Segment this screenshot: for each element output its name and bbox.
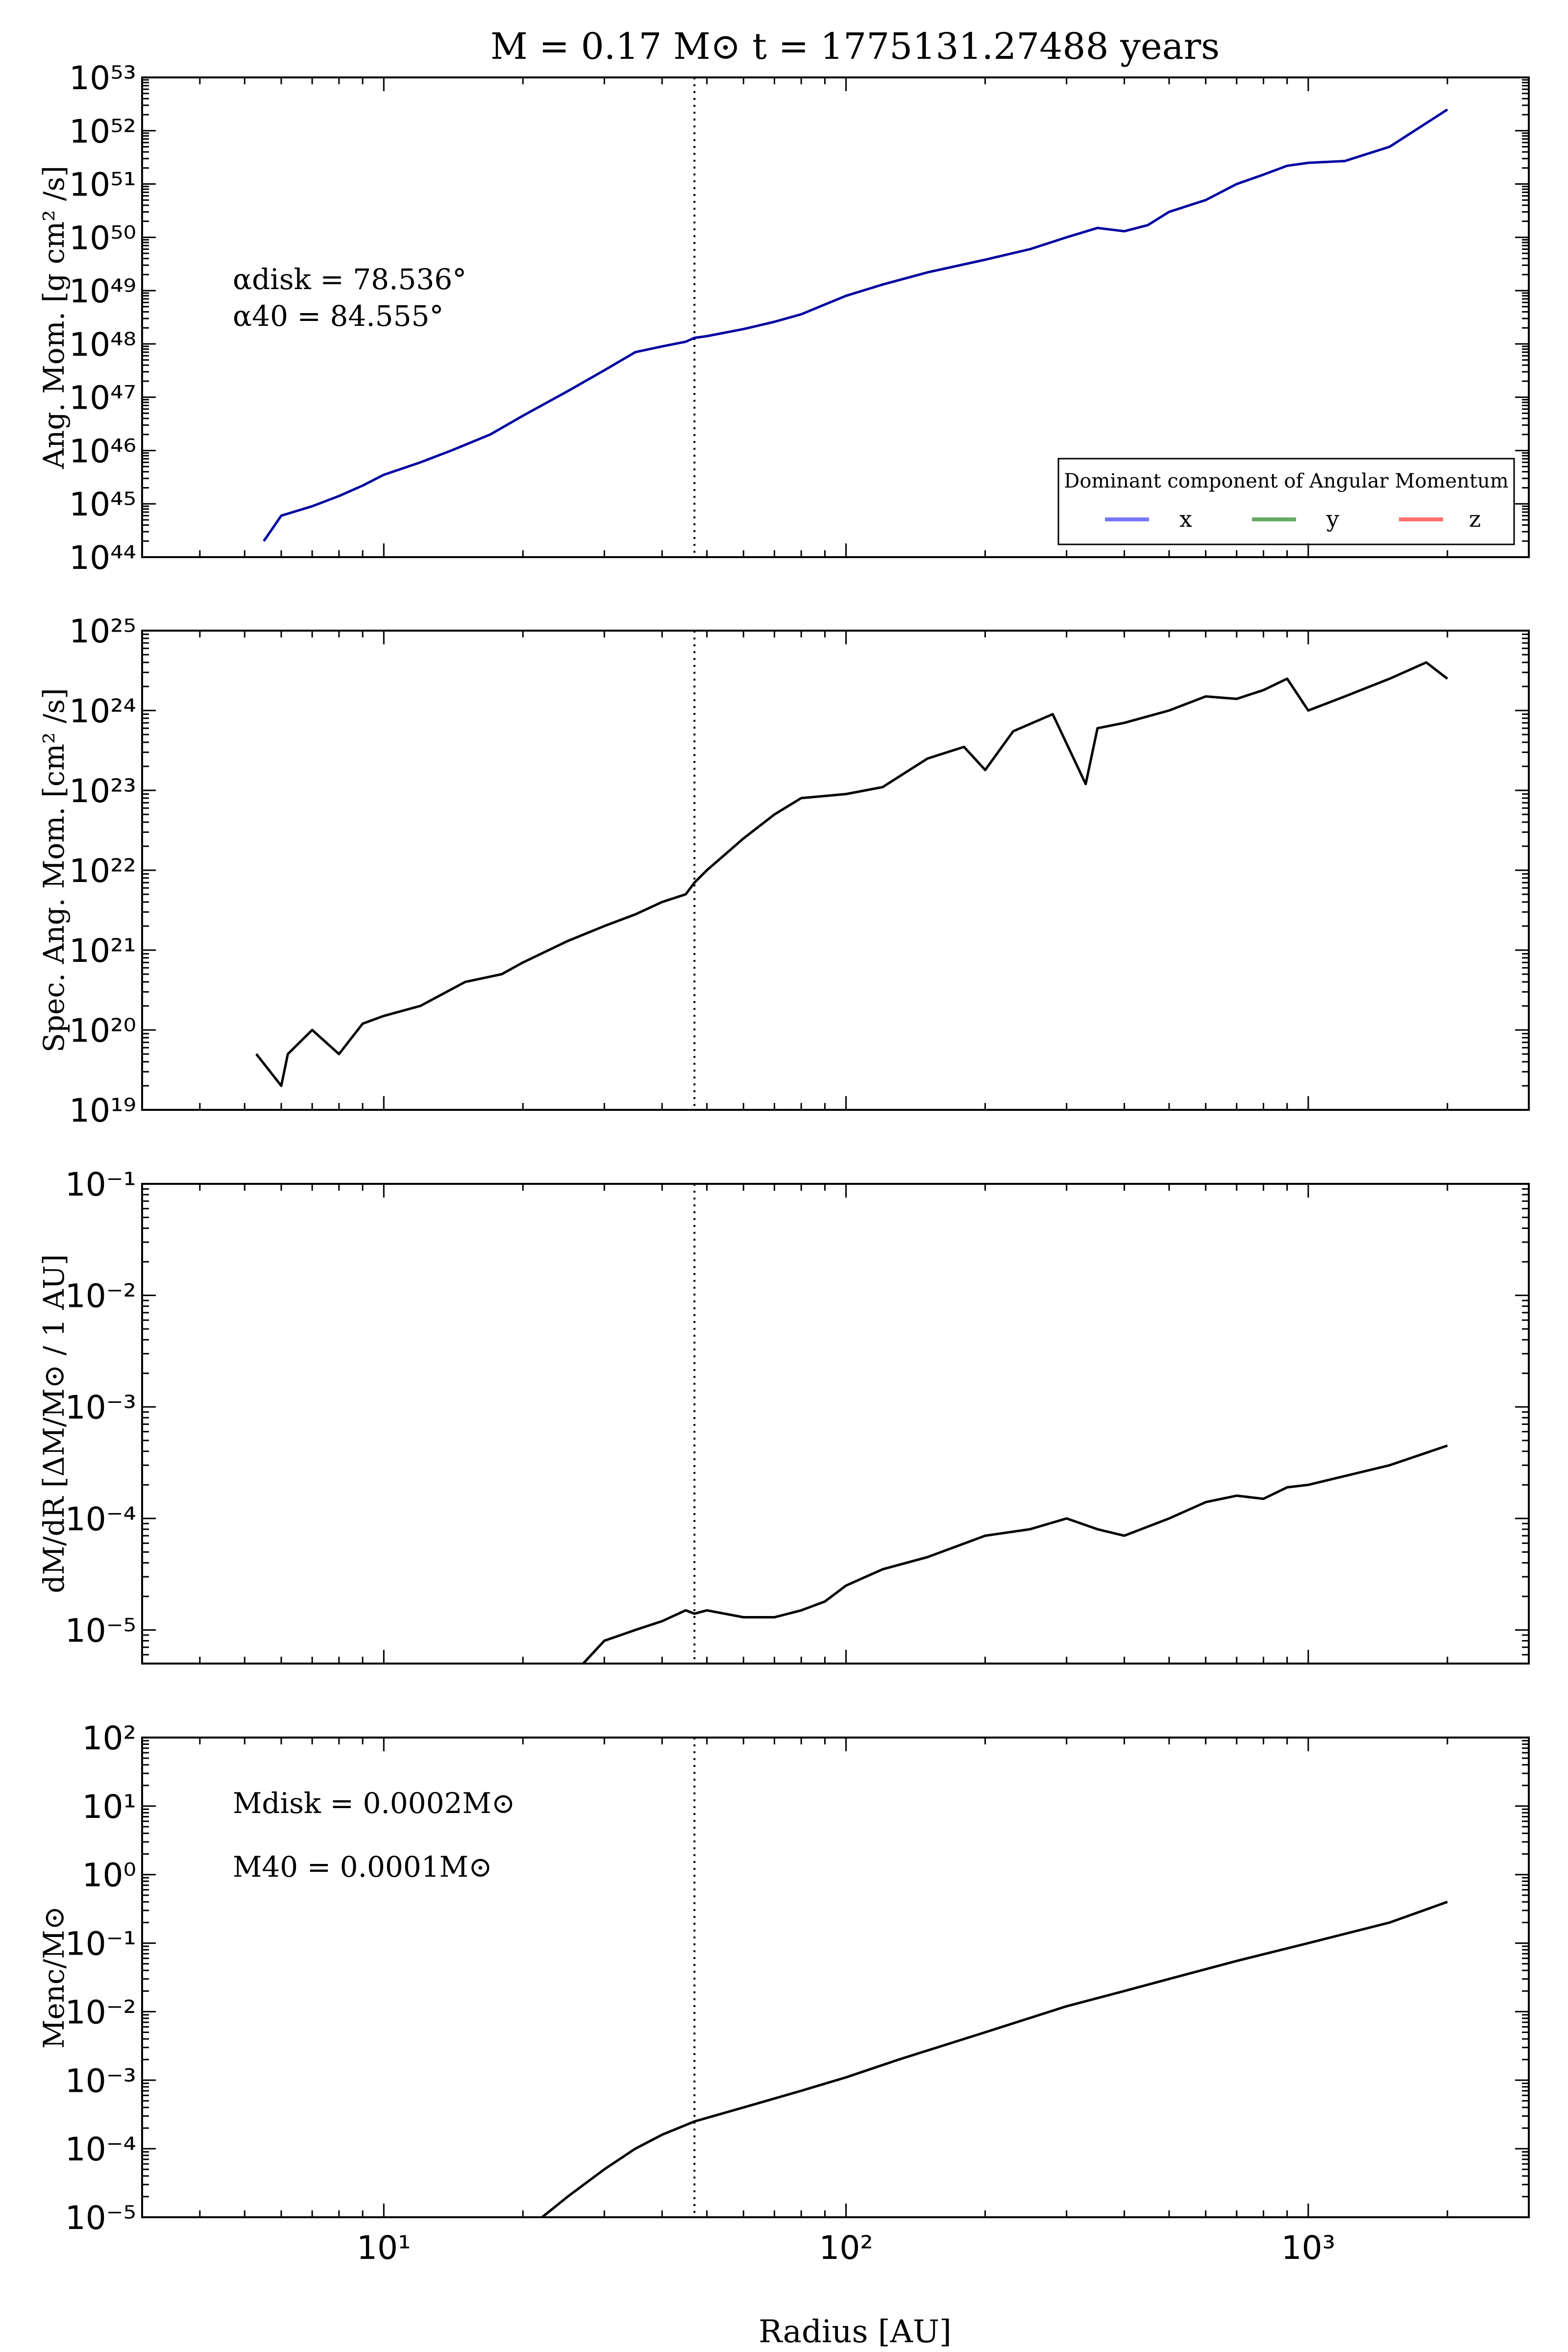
y-tick-label: 10⁰ — [82, 1857, 136, 1894]
y-tick-label: 10⁴⁶ — [69, 432, 136, 470]
annotation-alpha-40: α40 = 84.555° — [233, 299, 443, 333]
y-tick-label: 10⁴⁴ — [69, 539, 136, 577]
legend-label-z: z — [1469, 506, 1481, 532]
y-tick-label: 10¹ — [82, 1788, 136, 1826]
series-line-dm-dr — [582, 1444, 1448, 1665]
y-tick-label: 10⁵⁰ — [69, 219, 136, 257]
axes-frame-angular-momentum — [141, 76, 1530, 558]
panel-angular-momentum: αdisk = 78.536° α40 = 84.555° Dominant c… — [37, 59, 1530, 577]
y-tick-label: 10²⁵ — [69, 612, 136, 650]
y-tick-label: 10²⁴ — [69, 692, 136, 730]
x-tick-label: 10³ — [1281, 2229, 1335, 2267]
y-tick-label: 10⁴⁸ — [69, 326, 136, 364]
series-line-spec-angular-momentum — [255, 661, 1448, 1087]
figure-title: M = 0.17 M⊙ t = 1775131.27488 years — [490, 25, 1220, 68]
y-tick-label: 10²⁰ — [69, 1012, 136, 1050]
y-tick-label: 10¹⁹ — [69, 1092, 136, 1129]
panel-specific-angular-momentum: 10¹⁹ 10²⁰ 10²¹ 10²² 10²³ 10²⁴ 10²⁵ Spec. Ang. M… — [37, 612, 1530, 1129]
y-tick-label: 10⁵³ — [69, 59, 136, 97]
y-tick-label: 10⁴⁹ — [69, 272, 136, 310]
y-tick-label: 10²¹ — [69, 932, 136, 970]
y-tick-label: 10⁴⁵ — [69, 486, 136, 523]
y-axis-label-angular-momentum: Ang. Mom. [g cm² /s] — [37, 166, 71, 469]
y-tick-label: 10²³ — [69, 772, 136, 810]
y-tick-label: 10² — [82, 1719, 136, 1757]
legend: Dominant component of Angular Momentum x… — [1057, 458, 1515, 545]
y-tick-label: 10⁻⁴ — [65, 2131, 136, 2168]
y-tick-label: 10⁻¹ — [65, 1166, 136, 1203]
x-tick-label: 10¹ — [357, 2229, 411, 2267]
panel-dm-dr: 10⁻⁵ 10⁻⁴ 10⁻³ 10⁻² 10⁻¹ dM/dR [ΔM/M⊙ / 1 AU] — [37, 1166, 1530, 1665]
y-axis-label-dm-dr: dM/dR [ΔM/M⊙ / 1 AU] — [37, 1254, 71, 1593]
y-tick-label: 10⁻³ — [65, 1389, 136, 1426]
y-tick-label: 10⁵¹ — [69, 166, 136, 204]
series-line-enclosed-mass — [541, 1901, 1448, 2218]
legend-label-x: x — [1179, 506, 1192, 532]
y-tick-label: 10⁻⁵ — [65, 1612, 136, 1649]
annotation-alpha-disk: αdisk = 78.536° — [233, 263, 466, 296]
legend-box — [1057, 458, 1515, 545]
x-tick-label: 10² — [819, 2229, 873, 2267]
y-tick-label: 10⁴⁷ — [69, 379, 136, 417]
y-tick-label: 10⁵² — [69, 113, 136, 150]
y-tick-label: 10⁻¹ — [65, 1925, 136, 1963]
y-tick-label: 10⁻² — [65, 1277, 136, 1315]
axes-frame-dm-dr — [141, 1183, 1530, 1665]
y-tick-label: 10⁻⁵ — [65, 2199, 136, 2237]
x-axis-label: Radius [AU] — [759, 2314, 952, 2350]
y-tick-label: 10⁻³ — [65, 2062, 136, 2100]
y-axis-label-enclosed-mass: Menc/M⊙ — [37, 1906, 71, 2049]
legend-label-y: y — [1326, 506, 1339, 532]
panel-enclosed-mass: Mdisk = 0.0002M⊙ M40 = 0.0001M⊙ 10¹ 10² 10… — [37, 1719, 1530, 2267]
series-line-angular-momentum — [263, 108, 1448, 542]
y-tick-label: 10⁻⁴ — [65, 1500, 136, 1538]
y-tick-label: 10²² — [69, 852, 136, 890]
annotation-m-40: M40 = 0.0001M⊙ — [233, 1850, 492, 1884]
annotation-m-disk: Mdisk = 0.0002M⊙ — [233, 1787, 515, 1820]
y-tick-label: 10⁻² — [65, 1993, 136, 2031]
axes-frame-enclosed-mass — [141, 1737, 1530, 2218]
legend-title: Dominant component of Angular Momentum — [1064, 470, 1508, 492]
y-axis-label-spec-angular-momentum: Spec. Ang. Mom. [cm² /s] — [37, 688, 71, 1053]
